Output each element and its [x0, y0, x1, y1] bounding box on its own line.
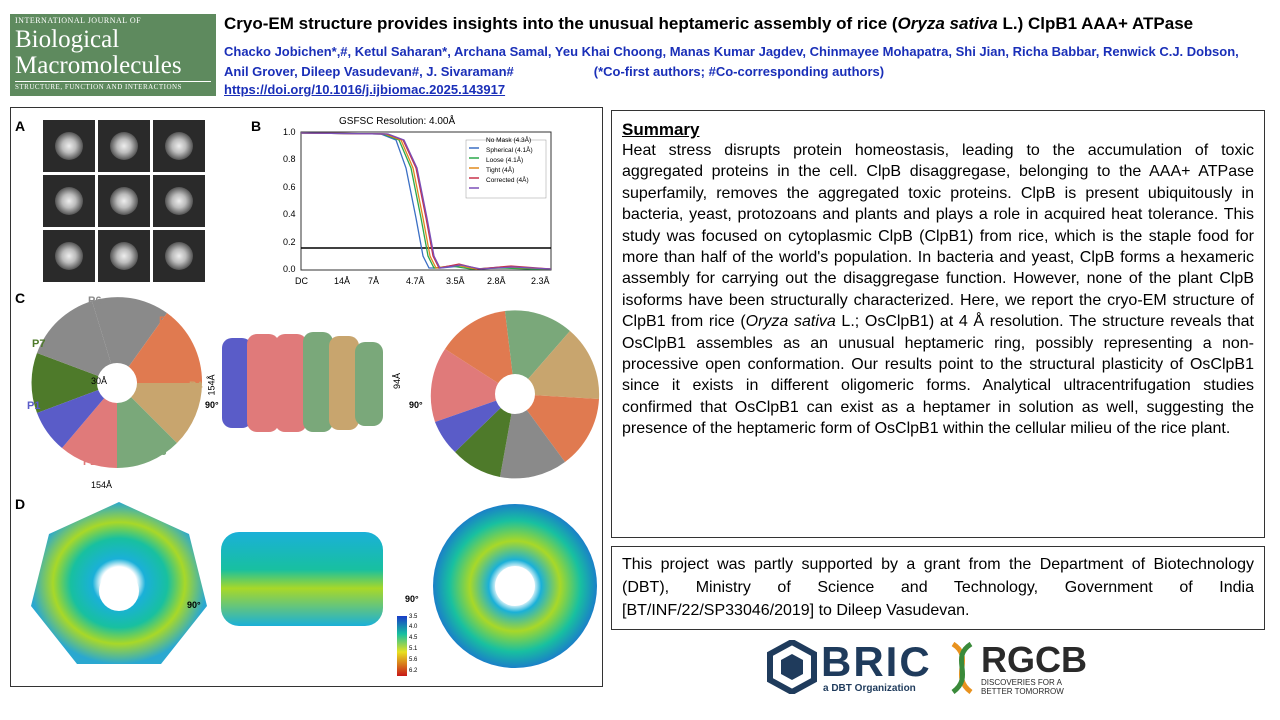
author-note: (*Co-first authors; #Co-corresponding au…	[593, 64, 885, 79]
summary-italic: Oryza sativa	[745, 313, 836, 331]
author-list: Chacko Jobichen*,#, Ketul Saharan*, Arch…	[224, 42, 1254, 82]
fsc-legend-0: No Mask (4.3Å)	[486, 137, 532, 144]
fsc-xtick: 4.7Å	[406, 276, 425, 286]
bric-logo: BRIC a DBT Organization	[765, 640, 935, 696]
funding-box: This project was partly supported by a g…	[611, 546, 1265, 630]
protomer-label-p6: P6	[88, 295, 102, 307]
bric-wordmark: BRIC	[821, 638, 932, 685]
fsc-xtick: 2.3Å	[531, 276, 550, 286]
bric-emblem-icon	[767, 640, 817, 694]
local-resolution-top-view	[31, 502, 207, 664]
class-average	[153, 230, 205, 282]
title-part1: Cryo-EM structure provides insights into…	[224, 14, 898, 33]
scale-tick: 4.5	[409, 635, 418, 641]
scale-tick: 4.0	[409, 624, 418, 630]
rgcb-wordmark: RGCB	[981, 639, 1087, 680]
scale-tick: 5.1	[409, 646, 418, 652]
scale-tick: 5.6	[409, 657, 418, 663]
pore-dimension: 30Å	[91, 376, 108, 386]
fsc-xtick: 3.5Å	[446, 276, 465, 286]
class-average	[43, 175, 95, 227]
heptamer-top-view	[31, 297, 203, 469]
journal-logo-line2: Macromolecules	[15, 52, 182, 79]
summary-text-part1: Heat stress disrupts protein homeostasis…	[622, 142, 1254, 331]
class-average	[98, 230, 150, 282]
height-dimension: 154Å	[206, 374, 217, 396]
figure-panel: A B C D GSFSC Resolution: 4.00Å No Mask …	[10, 107, 603, 687]
fsc-legend-3: Tight (4Å)	[486, 167, 515, 174]
rotation-label: 90°	[409, 400, 423, 410]
scale-tick: 3.5	[409, 614, 418, 620]
rgcb-tagline: DISCOVERIES FOR A BETTER TOMORROW	[981, 678, 1064, 696]
protomer-label-p4: P4	[189, 380, 203, 392]
fsc-ytick: 0.6	[283, 182, 296, 192]
dna-helix-icon	[951, 642, 973, 694]
fsc-ytick: 0.2	[283, 237, 296, 247]
rotation-label: 90°	[187, 600, 201, 610]
protomer-label-p1: P1	[27, 400, 41, 412]
panel-label-a: A	[15, 118, 26, 134]
protomer-label-p5: P5	[159, 315, 173, 327]
local-resolution-bottom-view	[433, 504, 597, 668]
class-average	[43, 230, 95, 282]
summary-heading: Summary	[622, 120, 700, 139]
fsc-xtick: 14Å	[334, 276, 351, 286]
fsc-ytick: 0.4	[283, 209, 296, 219]
heptamer-side-view	[222, 332, 383, 432]
local-resolution-scale-bar	[397, 616, 407, 676]
panel-label-d: D	[15, 496, 26, 512]
authors-text: Chacko Jobichen*,#, Ketul Saharan*, Arch…	[224, 44, 1239, 79]
paper-title: Cryo-EM structure provides insights into…	[224, 14, 1276, 34]
rotation-label: 90°	[205, 400, 219, 410]
fsc-xtick: DC	[295, 276, 308, 286]
protomer-label-p2: P2	[83, 456, 97, 468]
fsc-legend-4: Corrected (4Å)	[486, 177, 529, 184]
protomer-label-p7: P7	[32, 338, 46, 350]
journal-logo-subtitle: STRUCTURE, FUNCTION AND INTERACTIONS	[15, 81, 211, 91]
fsc-title: GSFSC Resolution: 4.00Å	[339, 116, 456, 127]
rgcb-logo: RGCB DISCOVERIES FOR A BETTER TOMORROW	[945, 640, 1090, 696]
journal-logo-line1: Biological	[15, 26, 120, 53]
fsc-ytick: 1.0	[283, 127, 296, 137]
fsc-plot	[300, 131, 552, 271]
class-average	[43, 120, 95, 172]
bric-tagline: a DBT Organization	[823, 683, 916, 694]
scale-tick: 6.2	[409, 668, 418, 674]
summary-text: Heat stress disrupts protein homeostasis…	[622, 140, 1254, 440]
panel-label-b: B	[251, 118, 262, 134]
fsc-ytick: 0.0	[283, 264, 296, 274]
protomer-label-p3: P3	[153, 446, 167, 458]
class-average	[153, 120, 205, 172]
title-italic: Oryza sativa	[897, 14, 998, 33]
fsc-legend-2: Loose (4.1Å)	[486, 157, 524, 164]
rotation-label: 90°	[405, 594, 419, 604]
class-average	[153, 175, 205, 227]
title-part2: L.) ClpB1 AAA+ ATPase	[997, 14, 1194, 33]
heptamer-bottom-view	[430, 310, 600, 479]
class-average	[98, 175, 150, 227]
panel-label-c: C	[15, 290, 26, 306]
fsc-legend-1: Spherical (4.1Å)	[486, 147, 533, 154]
summary-text-part2: L.; OsClpB1) at 4 Å resolution. The stru…	[622, 313, 1254, 438]
width-dimension: 154Å	[91, 480, 113, 490]
journal-logo: INTERNATIONAL JOURNAL OF Biological Macr…	[10, 14, 216, 96]
summary-box: Summary Heat stress disrupts protein hom…	[611, 110, 1265, 538]
fsc-xtick: 7Å	[368, 276, 380, 286]
class-average	[98, 120, 150, 172]
fsc-xtick: 2.8Å	[487, 276, 506, 286]
doi-link[interactable]: https://doi.org/10.1016/j.ijbiomac.2025.…	[224, 82, 506, 97]
local-resolution-side-view	[221, 532, 383, 626]
side-dimension: 94Å	[392, 372, 403, 390]
fsc-ytick: 0.8	[283, 154, 296, 164]
journal-logo-top: INTERNATIONAL JOURNAL OF	[15, 16, 142, 25]
